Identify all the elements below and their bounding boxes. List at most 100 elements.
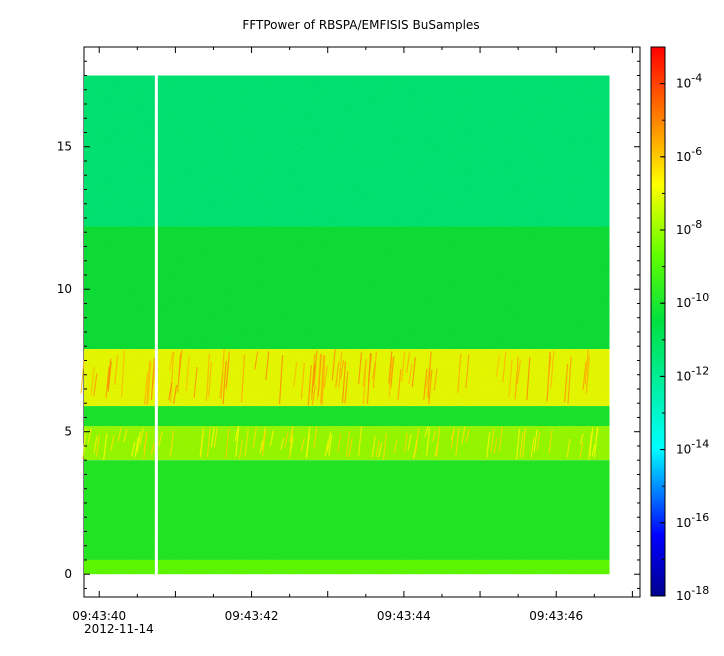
heatmap-streak — [548, 429, 553, 454]
heatmap-streak — [465, 428, 470, 443]
heatmap-band — [84, 559, 610, 575]
heatmap-streak — [147, 361, 152, 404]
heatmap-streak — [493, 437, 498, 455]
heatmap-streak — [335, 361, 340, 388]
heatmap-streak — [313, 350, 318, 386]
heatmap-streak — [87, 428, 92, 444]
colorbar-tick-label: 10-18 — [676, 584, 709, 603]
heatmap-streak — [426, 372, 431, 395]
heatmap-streak — [508, 359, 513, 398]
heatmap-streak — [397, 368, 402, 400]
heatmap-streak — [169, 351, 175, 403]
heatmap-streak — [366, 352, 372, 404]
heatmap-streak — [566, 438, 571, 458]
heatmap-streak — [490, 427, 495, 453]
heatmap-streak — [293, 361, 298, 387]
heatmap-streak — [411, 357, 416, 388]
heatmap-streak — [348, 438, 353, 458]
heatmap-streak — [415, 427, 420, 452]
heatmap-streak — [406, 352, 411, 373]
colorbar-tick-label: 10-6 — [676, 145, 702, 164]
heatmap-streak — [168, 382, 173, 400]
heatmap-streak — [90, 367, 95, 395]
heatmap-streak — [244, 429, 249, 457]
heatmap-streak — [213, 427, 218, 448]
heatmap-streak — [120, 349, 126, 398]
heatmap-streak — [261, 431, 267, 457]
heatmap-streak — [259, 440, 264, 454]
heatmap-streak — [457, 353, 462, 393]
y-tick-label: 5 — [64, 425, 72, 439]
heatmap-streak — [169, 430, 174, 458]
heatmap-streak — [158, 431, 163, 446]
heatmap-streak — [143, 433, 148, 451]
heatmap-streak — [139, 427, 144, 445]
heatmap-streak — [425, 427, 431, 456]
heatmap-streak — [388, 351, 393, 384]
heatmap-streak — [300, 438, 305, 452]
heatmap-streak — [269, 430, 274, 447]
heatmap-streak — [591, 444, 596, 457]
heatmap-streak — [131, 441, 136, 457]
heatmap-streak — [278, 355, 284, 405]
heatmap-streak — [564, 363, 569, 403]
heatmap-streak — [585, 355, 590, 394]
heatmap-streak — [337, 433, 342, 453]
heatmap-band — [84, 406, 610, 427]
heatmap-streak — [344, 370, 349, 404]
x-tick-label: 09:43:44 — [377, 609, 431, 623]
colorbar-tick-label: 10-4 — [676, 72, 702, 91]
heatmap-streak — [206, 427, 211, 457]
colorbar-tick-label: 10-8 — [676, 218, 702, 237]
heatmap-streak — [433, 368, 438, 391]
heatmap-streak — [169, 352, 174, 371]
heatmap-streak — [424, 426, 429, 438]
heatmap-streak — [321, 355, 326, 406]
heatmap-streak — [390, 356, 395, 388]
heatmap-streak — [205, 353, 211, 401]
heatmap-streak — [486, 432, 491, 458]
heatmap-streak — [234, 428, 239, 442]
heatmap-streak — [323, 365, 328, 389]
spectrogram-streaks — [80, 349, 600, 461]
heatmap-streak — [341, 361, 347, 403]
heatmap-streak — [522, 427, 527, 458]
heatmap-streak — [235, 426, 240, 457]
heatmap-streak — [357, 426, 363, 457]
y-tick-label: 10 — [57, 282, 72, 296]
heatmap-streak — [222, 360, 227, 405]
heatmap-streak — [95, 434, 101, 457]
heatmap-streak — [117, 427, 122, 442]
heatmap-streak — [436, 426, 441, 457]
colorbar-tick-label: 10-16 — [676, 511, 709, 530]
heatmap-streak — [150, 443, 155, 455]
chart-title: FFTPower of RBSPA/EMFISIS BuSamples — [242, 18, 479, 32]
heatmap-streak — [265, 351, 270, 381]
heatmap-streak — [388, 357, 393, 398]
heatmap-streak — [582, 361, 587, 390]
heatmap-streak — [105, 366, 110, 398]
heatmap-streak — [177, 353, 182, 393]
heatmap-streak — [110, 435, 115, 451]
heatmap-streak — [357, 352, 363, 384]
heatmap-streak — [403, 432, 408, 453]
y-tick-label: 15 — [57, 140, 72, 154]
heatmap-streak — [407, 434, 412, 450]
heatmap-streak — [252, 426, 257, 448]
heatmap-streak — [432, 430, 437, 442]
heatmap-streak — [589, 427, 594, 456]
y-tick-label: 0 — [64, 567, 72, 581]
heatmap-streak — [114, 355, 119, 385]
heatmap-streak — [593, 426, 599, 458]
heatmap-streak — [240, 354, 246, 403]
heatmap-streak — [498, 426, 503, 452]
heatmap-band — [84, 75, 610, 227]
heatmap-streak — [107, 361, 112, 392]
heatmap-streak — [210, 426, 215, 448]
heatmap-streak — [547, 355, 552, 385]
heatmap-streak — [254, 351, 259, 370]
heatmap-streak — [533, 429, 538, 452]
heatmap-streak — [107, 358, 112, 388]
colorbar — [650, 46, 666, 597]
heatmap-streak — [461, 426, 466, 444]
